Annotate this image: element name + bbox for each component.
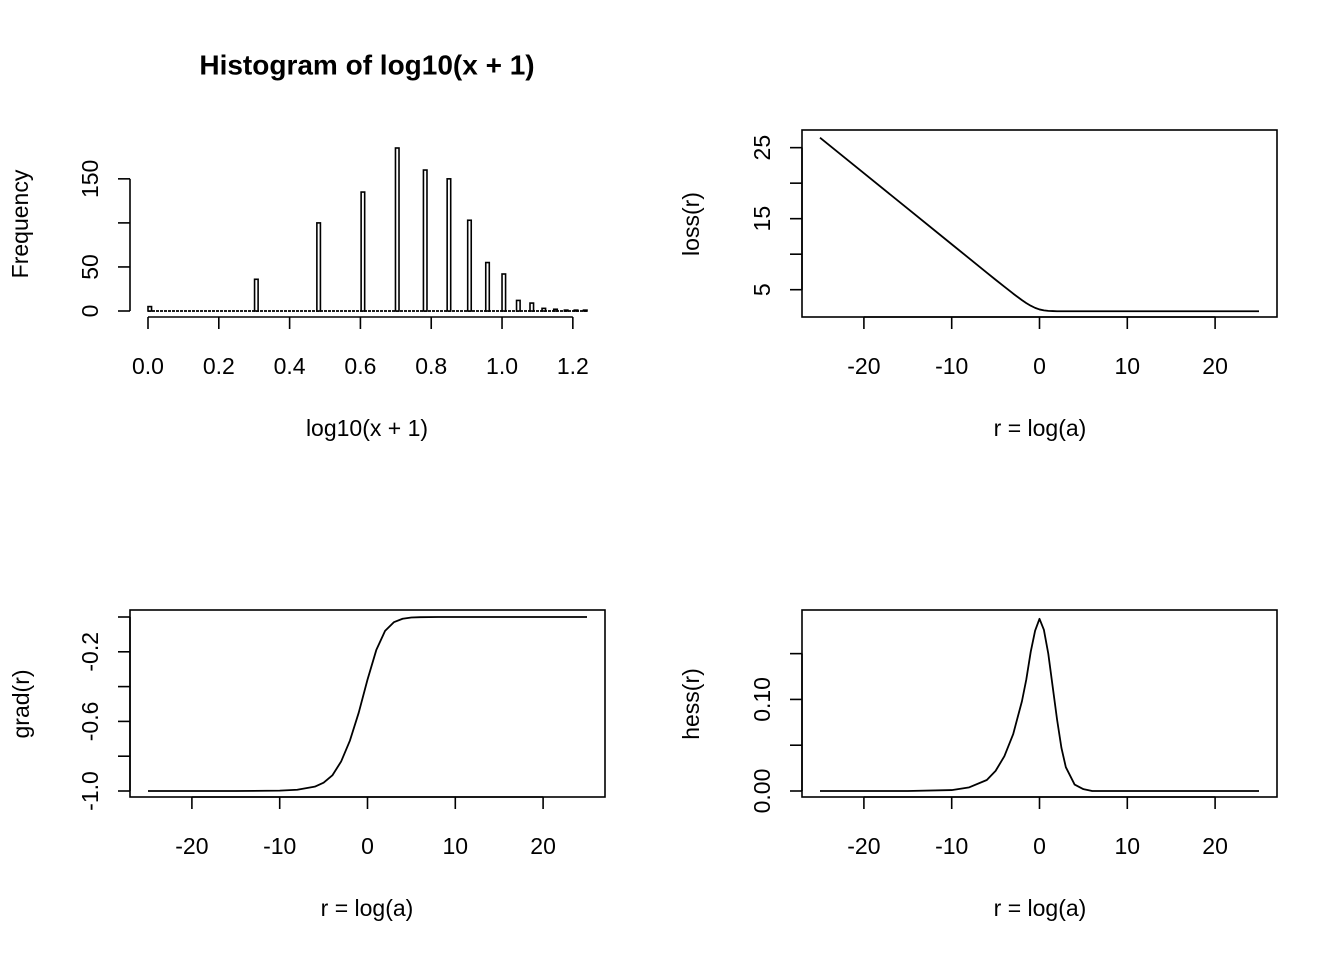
x-tick-label: 0 bbox=[1033, 353, 1046, 379]
x-tick-label: -10 bbox=[935, 353, 968, 379]
x-tick-label: 0.6 bbox=[344, 353, 376, 379]
histogram-bar bbox=[360, 191, 366, 312]
x-tick-label: -20 bbox=[847, 353, 880, 379]
x-tick-label: -10 bbox=[263, 833, 296, 859]
x-tick-label: 1.0 bbox=[486, 353, 518, 379]
y-tick-label: 150 bbox=[77, 160, 103, 198]
y-tick-label: 0.00 bbox=[749, 769, 775, 814]
histogram-bar bbox=[573, 309, 579, 312]
y-tick-label: 5 bbox=[749, 283, 775, 296]
series-line bbox=[820, 617, 1259, 792]
x-axis-label: log10(x + 1) bbox=[306, 415, 428, 441]
x-tick-label: 0.2 bbox=[203, 353, 235, 379]
y-tick-label: 25 bbox=[749, 135, 775, 161]
histogram-bar bbox=[501, 273, 507, 312]
plot-frame bbox=[129, 609, 606, 798]
x-axis-label: r = log(a) bbox=[321, 895, 414, 921]
histogram-bar bbox=[316, 222, 322, 312]
histogram-bar bbox=[394, 147, 400, 312]
x-tick-label: 0.4 bbox=[274, 353, 306, 379]
y-axis-label: hess(r) bbox=[678, 668, 704, 740]
histogram-bar bbox=[466, 219, 473, 312]
x-tick-label: 1.2 bbox=[557, 353, 589, 379]
panel-3: -20 -10 0 10 20 -1.0 -0.6 -0.2 r = log(a) grad(r) bbox=[8, 609, 606, 921]
histogram-bar bbox=[529, 302, 535, 312]
plot-frame bbox=[801, 129, 1278, 318]
y-tick-label: -0.6 bbox=[77, 702, 103, 742]
histogram-bar bbox=[253, 278, 259, 312]
chart-title: Histogram of log10(x + 1) bbox=[199, 49, 534, 80]
histogram-bar bbox=[422, 169, 428, 312]
x-tick-label: -10 bbox=[935, 833, 968, 859]
panel-4: -20 -10 0 10 20 0.00 0.10 r = log(a) hess(r) bbox=[678, 609, 1278, 921]
x-tick-label: 20 bbox=[1202, 353, 1228, 379]
panel-2: -20 -10 0 10 20 5 15 25 r = log(a) loss(r) bbox=[678, 129, 1278, 441]
histogram-bar bbox=[582, 309, 588, 312]
series-line bbox=[148, 616, 587, 792]
y-tick-label: -0.2 bbox=[77, 632, 103, 672]
x-tick-label: 20 bbox=[1202, 833, 1228, 859]
y-tick-label: 0 bbox=[77, 305, 103, 318]
x-tick-label: 0.0 bbox=[132, 353, 164, 379]
x-tick-label: 10 bbox=[1115, 833, 1141, 859]
x-tick-label: 0 bbox=[1033, 833, 1046, 859]
y-tick-label: -1.0 bbox=[77, 771, 103, 811]
histogram-bar bbox=[563, 309, 569, 312]
y-tick-label: 50 bbox=[77, 254, 103, 280]
y-tick-label: 0.10 bbox=[749, 677, 775, 722]
histogram-bar bbox=[541, 307, 547, 312]
y-tick-label: 15 bbox=[749, 206, 775, 232]
x-tick-label: -20 bbox=[175, 833, 208, 859]
panel-1: Histogram of log10(x + 1) 0.0 0.2 0.4 0.6 0.8… bbox=[7, 49, 589, 441]
histogram-bar bbox=[147, 305, 153, 312]
histogram-bar bbox=[484, 261, 491, 312]
series-line bbox=[819, 137, 1259, 313]
y-axis-label: Frequency bbox=[7, 169, 33, 278]
histogram-bar bbox=[515, 299, 521, 312]
x-tick-label: 0 bbox=[361, 833, 374, 859]
x-axis-label: r = log(a) bbox=[994, 415, 1087, 441]
x-tick-label: 10 bbox=[443, 833, 469, 859]
y-axis-label: grad(r) bbox=[8, 669, 34, 738]
histogram-bar bbox=[446, 178, 452, 312]
x-axis-label: r = log(a) bbox=[994, 895, 1087, 921]
x-tick-label: 20 bbox=[530, 833, 556, 859]
x-tick-label: 0.8 bbox=[415, 353, 447, 379]
histogram-bar bbox=[552, 308, 559, 312]
y-axis-label: loss(r) bbox=[678, 192, 704, 256]
plot-frame bbox=[801, 609, 1278, 798]
x-tick-label: 10 bbox=[1115, 353, 1141, 379]
x-tick-label: -20 bbox=[847, 833, 880, 859]
